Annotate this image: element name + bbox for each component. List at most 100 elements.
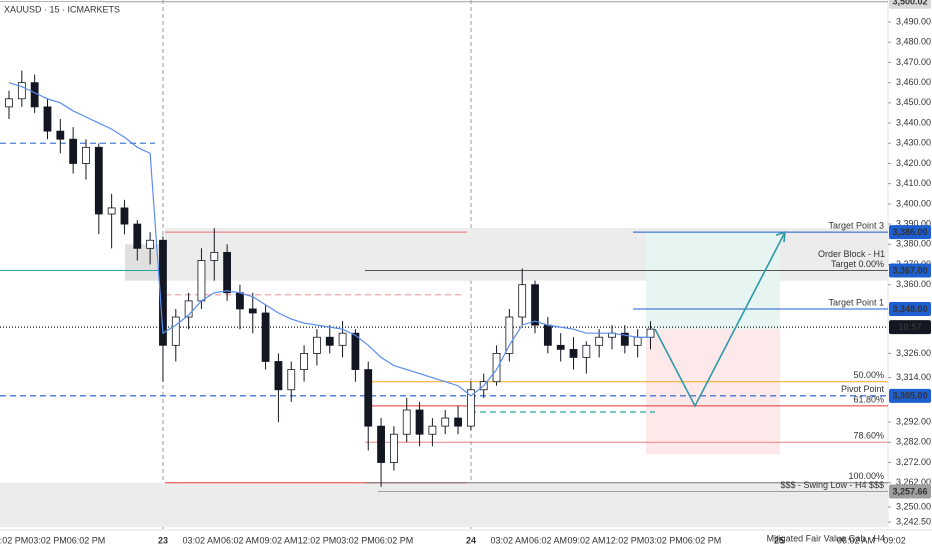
- y-tick-label: 3,326.00: [896, 348, 931, 358]
- candle-body: [69, 138, 78, 164]
- level-label: Target Point 1: [828, 297, 884, 307]
- candle-body: [466, 389, 475, 427]
- x-tick-label: 06:02 PM: [375, 535, 414, 545]
- projection-arrowhead: [775, 231, 786, 243]
- candle-body: [248, 308, 257, 314]
- y-tick-label: 3,314.00: [896, 372, 931, 382]
- candle-body: [120, 207, 129, 225]
- level-label: 50.00%: [853, 370, 884, 380]
- candle-body: [620, 332, 629, 346]
- candle-body: [146, 239, 155, 249]
- x-tick-label: 06:02 AM: [221, 535, 259, 545]
- price-tag-label: 10:57: [898, 322, 921, 332]
- x-tick-label: 09:02: [883, 535, 906, 545]
- x-tick-label: 06:02 AM: [529, 535, 567, 545]
- candle-body: [543, 324, 552, 346]
- candle-body: [30, 82, 39, 108]
- x-tick-label: 12:02 PM: [298, 535, 337, 545]
- candle-body: [377, 425, 385, 463]
- candle-body: [223, 251, 232, 294]
- price-tag: [889, 225, 931, 240]
- average-line: [8, 82, 651, 397]
- x-tick-label: 03:02 PM: [336, 535, 375, 545]
- price-tag: [889, 301, 931, 316]
- price-tag-label: 3,305.00: [892, 391, 927, 401]
- candle-body: [402, 409, 411, 435]
- price-tag: [889, 320, 931, 335]
- y-tick-label: 3,490.00: [896, 16, 931, 26]
- y-tick-label: 3,450.00: [896, 97, 931, 107]
- candle-body: [43, 106, 52, 132]
- price-tag-label: 3,386.00: [892, 227, 927, 237]
- candle-body: [17, 82, 26, 100]
- x-tick-label: 06:02 PM: [683, 535, 722, 545]
- candle-body: [56, 130, 65, 140]
- y-tick-label: 3,282.00: [896, 437, 931, 447]
- chart-title: XAUUSD · 15 · ICMARKETS: [4, 4, 120, 14]
- candle-body: [556, 344, 565, 350]
- y-tick-label: 3,292.00: [896, 416, 931, 426]
- candle-body: [300, 353, 308, 370]
- x-tick-label: 03:02 PM: [28, 535, 67, 545]
- y-tick-label: 3,272.00: [896, 457, 931, 467]
- zone: [0, 482, 888, 528]
- price-tag: [889, 263, 931, 278]
- price-tag-label: 3,257.66: [892, 486, 927, 496]
- price-tag-label: 3,348.00: [892, 304, 927, 314]
- y-tick-label: 3,480.00: [896, 37, 931, 47]
- zone-label: Mitigated Fair Value Gab - H4: [767, 534, 885, 544]
- x-tick-label: 06:02 PM: [67, 535, 106, 545]
- candle-body: [94, 146, 103, 215]
- zone-label: Order Block - H1: [818, 249, 885, 259]
- zone: [646, 329, 780, 455]
- candle-body: [428, 425, 437, 435]
- level-label: Target Point 3: [828, 221, 884, 231]
- y-tick-label: 3,242.50: [896, 516, 931, 526]
- level-label: Target 0.00%: [831, 259, 884, 269]
- y-tick-label: 3,430.00: [896, 138, 931, 148]
- candle-body: [415, 409, 424, 435]
- candle-body: [569, 348, 578, 358]
- x-tick-label: 25: [774, 535, 784, 545]
- candle-body: [595, 336, 604, 346]
- candle-body: [441, 417, 450, 427]
- candle-body: [236, 292, 244, 310]
- level-label: 61.80%: [853, 394, 884, 404]
- price-tag: [889, 484, 931, 499]
- zone: [646, 232, 780, 330]
- plot: [0, 1, 888, 528]
- level-label: 78.60%: [853, 431, 884, 441]
- y-tick-label: 3,400.00: [896, 198, 931, 208]
- candle-body: [338, 332, 347, 346]
- x-tick-label: 03:02 AM: [490, 535, 528, 545]
- x-tick-label: 12:02 PM: [606, 535, 645, 545]
- y-tick-label: 3,262.00: [896, 477, 931, 487]
- y-tick-label: 3,470.00: [896, 57, 931, 67]
- x-tick-label: 03:02 PM: [644, 535, 683, 545]
- candle-body: [287, 369, 296, 391]
- y-tick-label: 3,390.00: [896, 218, 931, 228]
- candle-body: [5, 98, 13, 108]
- candle-body: [505, 316, 514, 354]
- candle-body: [364, 369, 373, 427]
- candle-body: [197, 260, 206, 302]
- level-label: Pivot Point: [841, 384, 885, 394]
- x-tick-label: 09:02 AM: [259, 535, 297, 545]
- candle-body: [184, 300, 193, 318]
- candle-body: [159, 239, 167, 346]
- price-tag: [889, 0, 931, 9]
- candle-body: [210, 251, 219, 261]
- price-tag-label: 3,367.00: [892, 265, 927, 275]
- x-tick-label: 09:02 AM: [567, 535, 605, 545]
- level-label: $$$ - Swing Low - H4 $$$: [780, 480, 884, 490]
- candle-body: [261, 312, 270, 362]
- x-tick-label: 24: [466, 535, 476, 545]
- y-tick-label: 3,420.00: [896, 158, 931, 168]
- candle-body: [531, 284, 539, 326]
- candle-body: [454, 417, 462, 427]
- candle-body: [646, 328, 655, 338]
- y-tick-label: 3,440.00: [896, 117, 931, 127]
- x-tick-label: 03:02 AM: [182, 535, 220, 545]
- title-bg: [0, 2, 102, 16]
